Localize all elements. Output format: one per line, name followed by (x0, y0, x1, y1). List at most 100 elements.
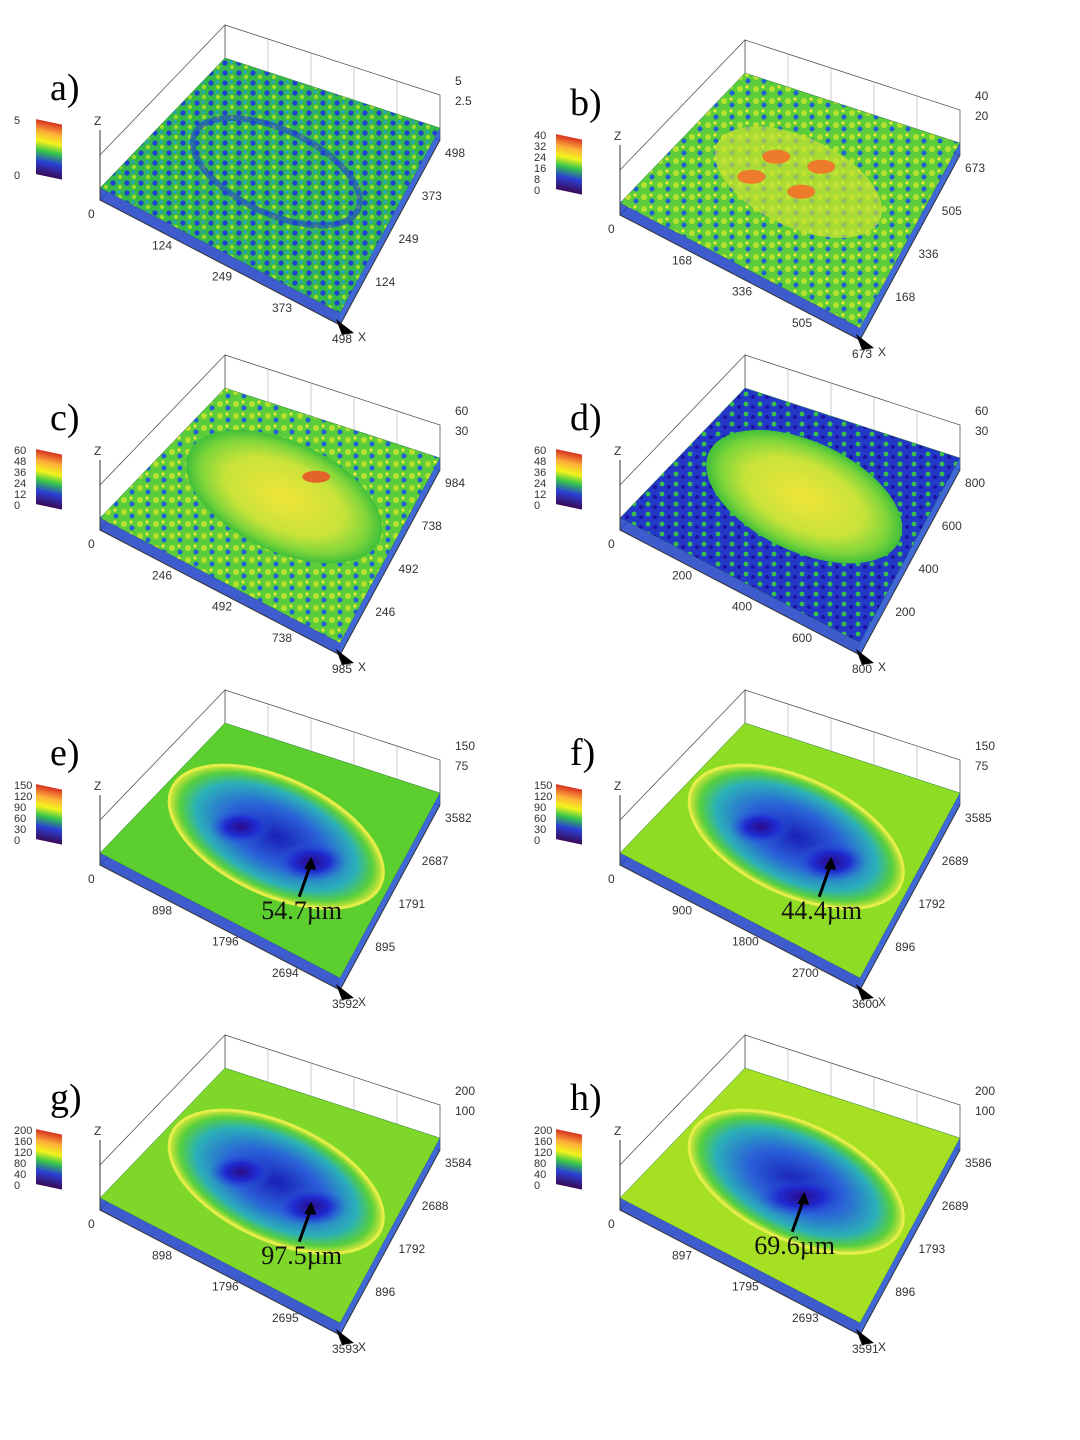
z-tick-label: 5 (455, 74, 462, 88)
depth-annotation: 69.6µm (754, 1231, 835, 1260)
colorbar-tick-label: 60 (534, 445, 546, 457)
arrow-head-icon (824, 856, 837, 870)
crater-deep (729, 808, 794, 845)
colorbar-tick-label: 40 (534, 1169, 546, 1181)
x-axis-letter: X (878, 1340, 886, 1354)
z-tick-label: 150 (975, 739, 995, 753)
x-tick-label: 0 (88, 537, 95, 551)
surface-edge (620, 518, 860, 655)
colorbar-tick-label: 8 (534, 174, 540, 186)
colorbar (36, 784, 62, 845)
surface-edge (340, 458, 440, 655)
x-axis (99, 529, 341, 656)
x-tick-label: 0 (88, 872, 95, 886)
colorbar-tick-label: 0 (14, 170, 20, 182)
x-tick-label: 0 (88, 207, 95, 221)
y-tick-label: 1791 (399, 897, 426, 911)
y-tick-label: 2689 (942, 1199, 969, 1213)
y-tick-label: 400 (919, 562, 939, 576)
panel-label: h) (570, 1077, 602, 1119)
x-tick-label: 168 (672, 253, 692, 267)
z-axis-letter: Z (614, 444, 621, 458)
y-tick-label: 3584 (445, 1156, 472, 1170)
x-tick-label: 246 (152, 568, 172, 582)
y-tick-label: 896 (375, 1285, 395, 1299)
colorbar-tick-label: 30 (14, 824, 26, 836)
x-tick-label: 373 (272, 301, 292, 315)
x-tick-label: 3600 (852, 997, 879, 1011)
z-tick-label: 75 (455, 759, 469, 773)
arrow-head-icon (304, 1201, 317, 1215)
surface-edge (340, 1138, 440, 1335)
y-tick-label: 2689 (942, 854, 969, 868)
colorbar-tick-label: 36 (14, 467, 26, 479)
y-axis (339, 804, 441, 991)
peak (787, 184, 816, 199)
x-tick-label: 900 (672, 903, 692, 917)
depth-annotation: 54.7µm (261, 896, 342, 925)
colorbar (556, 1129, 582, 1190)
x-tick-label: 600 (792, 631, 812, 645)
z-axis-letter: Z (614, 1124, 621, 1138)
crater-deep (756, 1176, 847, 1217)
y-tick-label: 738 (422, 519, 442, 533)
z-tick-label: 30 (975, 424, 989, 438)
z-axis-letter: Z (94, 779, 101, 793)
y-tick-label: 673 (965, 161, 985, 175)
panel-label: a) (50, 67, 80, 109)
colorbar (36, 1129, 62, 1190)
z-axis-letter: Z (614, 779, 621, 793)
colorbar-tick-label: 0 (14, 835, 20, 847)
y-tick-label: 896 (895, 1285, 915, 1299)
surface-edge (100, 518, 340, 655)
colorbar-tick-label: 90 (14, 802, 26, 814)
z-tick-label: 75 (975, 759, 989, 773)
y-tick-label: 336 (919, 247, 939, 261)
y-tick-label: 200 (895, 605, 915, 619)
x-tick-label: 2694 (272, 966, 299, 980)
z-tick-label: 20 (975, 109, 989, 123)
x-tick-label: 400 (732, 600, 752, 614)
x-axis-letter: X (358, 1340, 366, 1354)
x-tick-label: 498 (332, 332, 352, 346)
x-axis (619, 214, 861, 341)
x-tick-label: 124 (152, 238, 172, 252)
panel-label: f) (570, 732, 595, 774)
depth-annotation: 97.5µm (261, 1241, 342, 1270)
surface-edge (340, 793, 440, 990)
x-tick-label: 897 (672, 1248, 692, 1262)
surface-edge (860, 143, 960, 340)
colorbar (556, 784, 582, 845)
surface-edge (620, 1198, 860, 1335)
colorbar (36, 119, 62, 180)
z-axis-letter: Z (614, 129, 621, 143)
panel-0: 0 124 249 373 498 X 124 249 373 498 5 2.5 Z 5 0 a) (14, 24, 472, 346)
x-tick-label: 336 (732, 285, 752, 299)
x-tick-label: 1795 (732, 1280, 759, 1294)
y-axis (339, 139, 441, 326)
panel-7: 0 897 1795 2693 3591 X 896 1793 2689 3586 200 100 Z 2… (534, 1034, 995, 1356)
y-tick-label: 505 (942, 204, 962, 218)
ring-pattern (189, 114, 363, 229)
x-tick-label: 505 (792, 316, 812, 330)
z-axis-letter: Z (94, 1124, 101, 1138)
colorbar (556, 449, 582, 510)
y-tick-label: 2688 (422, 1199, 449, 1213)
colorbar-tick-label: 60 (14, 445, 26, 457)
x-tick-label: 3592 (332, 997, 359, 1011)
colorbar-tick-label: 16 (534, 163, 546, 175)
colorbar-tick-label: 0 (534, 185, 540, 197)
colorbar (36, 449, 62, 510)
colorbar-tick-label: 0 (534, 1180, 540, 1192)
x-tick-label: 898 (152, 903, 172, 917)
peak (807, 159, 836, 174)
colorbar-tick-label: 48 (534, 456, 546, 468)
surface-edge (100, 1198, 340, 1335)
y-tick-label: 984 (445, 476, 465, 490)
x-arrow-icon (856, 649, 874, 665)
z-tick-label: 200 (455, 1084, 475, 1098)
